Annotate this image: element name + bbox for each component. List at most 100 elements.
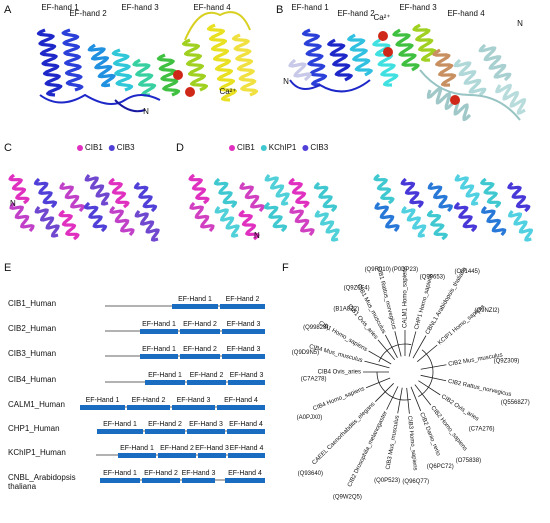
text-label: EF-hand 1 [291, 3, 329, 12]
leaf-name: CIB4 Ovis_aries [318, 370, 361, 376]
leaf-id: (Q9Z0F4) [344, 286, 370, 292]
tree-branch [420, 374, 447, 382]
ef-hand-domain [158, 453, 196, 458]
leaf-id: (Q9NZI2) [474, 308, 499, 314]
ef-hand-domain [222, 354, 265, 359]
helix [313, 181, 338, 213]
helix [9, 201, 35, 233]
text-label: EF-Hand 2 [160, 445, 194, 452]
legend-marker [77, 145, 83, 151]
text-label: EF-Hand 2 [226, 296, 260, 303]
text-label: EF-Hand 2 [183, 346, 217, 353]
leaf-id: (Q5568Z7) [501, 400, 530, 406]
leaf-name: CIB3 Mus_musculus [385, 415, 400, 470]
leaf-id: (Q9Z309) [494, 359, 520, 365]
helix [132, 58, 157, 97]
helix [83, 201, 108, 233]
text-label: EF-Hand 2 [132, 397, 166, 404]
helix [392, 28, 420, 72]
helix [213, 177, 238, 209]
helix [238, 209, 260, 241]
ef-hand-domain [145, 429, 185, 434]
calcium-ion [173, 70, 183, 80]
tree-branch [377, 339, 396, 361]
tree-branch [416, 344, 438, 363]
calcium-ion [383, 47, 393, 57]
text-label: EF-Hand 4 [230, 445, 264, 452]
ef-hand-domain [180, 329, 220, 334]
text-label: EF-hand 2 [69, 9, 107, 18]
text-label: EF-Hand 1 [103, 421, 137, 428]
leaf-id: (Q93640) [298, 471, 323, 477]
helix [61, 28, 84, 92]
text-label: EF-Hand 3 [177, 397, 211, 404]
text-label: N [283, 77, 289, 86]
tree-branch [394, 331, 402, 357]
text-label: EF-hand 3 [121, 3, 159, 12]
helix [426, 209, 448, 241]
text-label: N [143, 107, 149, 116]
tree-branch [384, 334, 398, 359]
leaf-id: (Q99828) [303, 325, 328, 331]
ef-hand-domain [225, 478, 265, 483]
helix [453, 58, 487, 97]
helix [374, 201, 400, 233]
helix [432, 48, 457, 87]
helix [302, 28, 328, 87]
helix [478, 43, 512, 82]
leaf-name: CIB2 Ovis_aries [440, 394, 480, 423]
ef-hand-domain [100, 478, 140, 483]
tree-branch [420, 364, 447, 370]
helix [8, 173, 30, 205]
helix [239, 181, 265, 213]
leaf-id: (O81445) [455, 269, 480, 275]
leaf-id: (B1A8Z2) [333, 307, 359, 313]
loop [39, 93, 161, 105]
text-label: EF-Hand 3 [195, 445, 229, 452]
helix [33, 177, 58, 209]
calcium-ion [378, 31, 388, 41]
legend-marker [260, 145, 267, 151]
helix [87, 43, 116, 88]
helix [34, 206, 60, 238]
ef-hand-domain [222, 329, 265, 334]
helix [288, 177, 310, 209]
legend-label: CIB1 [85, 143, 103, 152]
text-label: F [282, 262, 289, 274]
text-label: E [4, 262, 11, 274]
helix [111, 48, 134, 92]
tree-branch [410, 386, 422, 412]
leaf-id: (C7A276) [469, 426, 495, 432]
helix [314, 210, 340, 242]
leaf-id: (Q96Q77) [402, 479, 429, 485]
tree-branch [412, 335, 427, 359]
text-label: EF-Hand 3 [189, 421, 223, 428]
helix [373, 173, 395, 205]
ef-hand-domain [140, 354, 178, 359]
text-label: EF-Hand 2 [144, 470, 178, 477]
protein-name: CIB2_Human [8, 324, 57, 333]
text-label: EF-Hand 3 [227, 346, 261, 353]
helix [372, 38, 399, 87]
leaf-id: (Q9D9N5) [292, 350, 319, 356]
ef-hand-domain [217, 405, 265, 410]
ef-hand-domain [198, 453, 226, 458]
tree-branch [418, 380, 441, 396]
text-label: EF-Hand 4 [224, 397, 258, 404]
ef-hand-domain [80, 405, 125, 410]
ef-hand-domain [145, 380, 185, 385]
helix [182, 38, 208, 92]
ef-hand-domain [227, 429, 265, 434]
text-label: N [10, 199, 16, 208]
leaf-id: (C7A278) [301, 377, 327, 383]
helix [58, 209, 80, 241]
helix [36, 28, 63, 97]
helix [453, 201, 478, 233]
helix [507, 181, 531, 213]
text-label: EF-Hand 1 [178, 296, 212, 303]
text-label: EF-Hand 3 [182, 470, 216, 477]
helix [133, 181, 158, 213]
loop [289, 79, 371, 93]
text-label: EF-Hand 1 [120, 445, 154, 452]
